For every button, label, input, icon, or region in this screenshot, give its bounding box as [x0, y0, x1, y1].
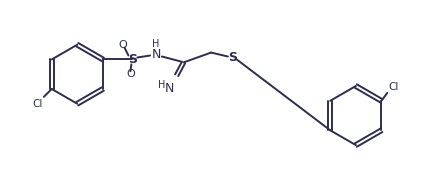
Text: S: S: [228, 51, 237, 64]
Text: O: O: [126, 69, 135, 79]
Text: H: H: [152, 39, 160, 49]
Text: O: O: [118, 40, 127, 50]
Text: Cl: Cl: [388, 82, 399, 92]
Text: H: H: [158, 80, 165, 90]
Text: S: S: [128, 53, 137, 66]
Text: N: N: [165, 82, 175, 95]
Text: N: N: [151, 48, 161, 61]
Text: Cl: Cl: [33, 99, 43, 109]
